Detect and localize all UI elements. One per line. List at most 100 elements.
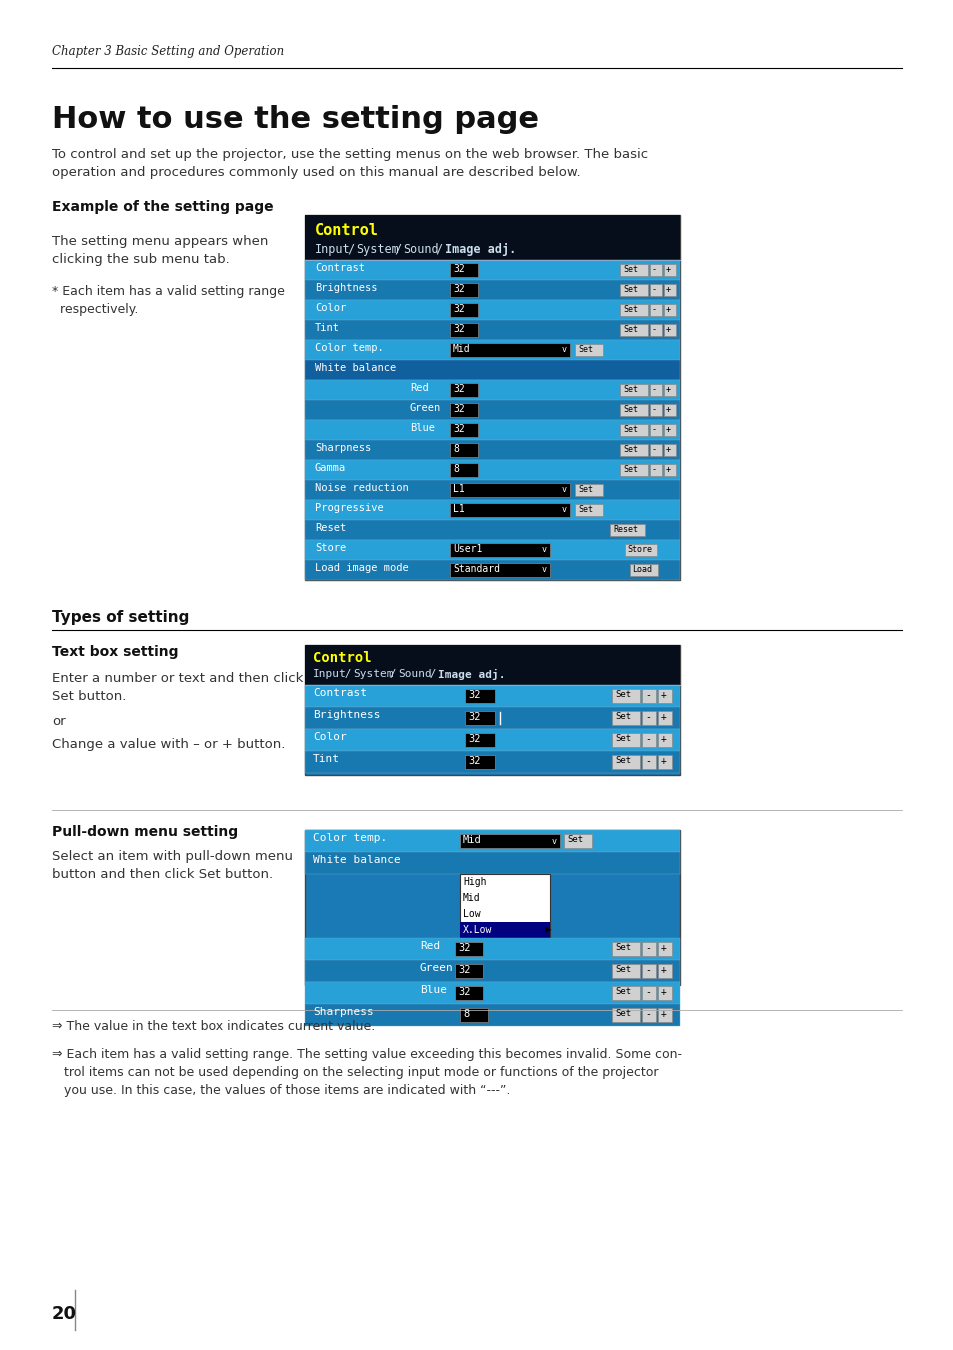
Text: Reset: Reset bbox=[613, 525, 638, 535]
Bar bbox=[649, 464, 661, 477]
Bar bbox=[464, 733, 495, 747]
Bar bbox=[455, 964, 482, 977]
Bar bbox=[563, 834, 592, 848]
Text: Load: Load bbox=[631, 566, 651, 574]
Text: -: - bbox=[644, 1008, 650, 1019]
Text: Set: Set bbox=[622, 265, 638, 274]
Bar bbox=[305, 460, 679, 481]
Text: 32: 32 bbox=[453, 383, 464, 394]
Bar bbox=[663, 464, 676, 477]
Text: Green: Green bbox=[419, 963, 454, 973]
Text: Load image mode: Load image mode bbox=[314, 563, 408, 572]
Text: 32: 32 bbox=[453, 284, 464, 294]
Bar bbox=[663, 404, 676, 416]
Bar bbox=[305, 481, 679, 500]
Bar bbox=[612, 942, 639, 956]
Text: -: - bbox=[644, 734, 650, 744]
Text: Set: Set bbox=[615, 965, 631, 973]
Text: -: - bbox=[644, 944, 650, 953]
Text: Select an item with pull-down menu
button and then click Set button.: Select an item with pull-down menu butto… bbox=[52, 850, 293, 882]
Text: Blue: Blue bbox=[410, 423, 435, 433]
Text: Color: Color bbox=[314, 302, 346, 313]
Text: Mid: Mid bbox=[453, 344, 470, 354]
Text: Set: Set bbox=[622, 385, 638, 394]
Text: +: + bbox=[660, 756, 666, 765]
Bar bbox=[305, 645, 679, 684]
Bar bbox=[641, 755, 656, 770]
Bar bbox=[305, 360, 679, 379]
Bar bbox=[450, 543, 550, 558]
Text: -: - bbox=[651, 405, 657, 414]
Text: White balance: White balance bbox=[314, 363, 395, 373]
Bar bbox=[450, 284, 477, 297]
Bar bbox=[305, 320, 679, 340]
Bar bbox=[305, 300, 679, 320]
Bar bbox=[450, 563, 550, 576]
Text: Brightness: Brightness bbox=[313, 710, 380, 720]
Text: Set: Set bbox=[615, 1008, 631, 1018]
Text: Contrast: Contrast bbox=[314, 263, 365, 273]
Text: ⇒ Each item has a valid setting range. The setting value exceeding this becomes : ⇒ Each item has a valid setting range. T… bbox=[52, 1048, 681, 1098]
Text: -: - bbox=[651, 446, 657, 454]
Text: Tint: Tint bbox=[313, 755, 339, 764]
Text: +: + bbox=[660, 711, 666, 722]
Text: +: + bbox=[660, 1008, 666, 1019]
Bar bbox=[658, 942, 671, 956]
Bar bbox=[305, 379, 679, 400]
Bar bbox=[629, 564, 658, 576]
Text: -: - bbox=[644, 711, 650, 722]
Text: +: + bbox=[665, 405, 670, 414]
Text: Contrast: Contrast bbox=[313, 688, 367, 698]
Bar bbox=[663, 424, 676, 436]
Text: 32: 32 bbox=[457, 944, 470, 953]
Text: Red: Red bbox=[419, 941, 439, 950]
Bar bbox=[619, 324, 647, 336]
Text: X.Low: X.Low bbox=[462, 925, 492, 936]
Bar bbox=[305, 830, 679, 852]
Bar bbox=[641, 688, 656, 703]
Bar bbox=[305, 520, 679, 540]
Bar bbox=[619, 464, 647, 477]
Bar bbox=[305, 440, 679, 460]
Text: Set: Set bbox=[622, 285, 638, 294]
Text: /: / bbox=[429, 243, 451, 256]
Text: Input: Input bbox=[314, 243, 351, 256]
Text: Set: Set bbox=[566, 836, 582, 844]
Text: v: v bbox=[541, 566, 546, 575]
Bar bbox=[649, 304, 661, 316]
Text: -: - bbox=[651, 385, 657, 394]
Text: /: / bbox=[337, 670, 358, 679]
Text: Text box setting: Text box setting bbox=[52, 645, 178, 659]
Bar bbox=[305, 340, 679, 360]
Bar bbox=[649, 383, 661, 396]
Bar bbox=[658, 711, 671, 725]
Bar bbox=[455, 986, 482, 1000]
Bar bbox=[612, 711, 639, 725]
Text: -: - bbox=[651, 325, 657, 333]
Text: +: + bbox=[665, 464, 670, 474]
Text: /: / bbox=[382, 670, 403, 679]
Text: Set: Set bbox=[615, 734, 631, 743]
Bar bbox=[619, 304, 647, 316]
Text: Sound: Sound bbox=[403, 243, 438, 256]
Text: Set: Set bbox=[622, 425, 638, 433]
Text: Color temp.: Color temp. bbox=[313, 833, 387, 842]
Bar bbox=[305, 645, 679, 775]
Bar bbox=[450, 343, 569, 356]
Bar bbox=[619, 383, 647, 396]
Text: 32: 32 bbox=[453, 424, 464, 433]
Bar bbox=[305, 420, 679, 440]
Bar bbox=[663, 304, 676, 316]
Text: Set: Set bbox=[622, 464, 638, 474]
Bar bbox=[649, 424, 661, 436]
Bar bbox=[450, 483, 569, 497]
Text: +: + bbox=[665, 285, 670, 294]
Bar bbox=[305, 830, 679, 986]
Text: Chapter 3 Basic Setting and Operation: Chapter 3 Basic Setting and Operation bbox=[52, 45, 284, 58]
Bar bbox=[305, 981, 679, 1004]
Text: To control and set up the projector, use the setting menus on the web browser. T: To control and set up the projector, use… bbox=[52, 148, 647, 180]
Text: Set: Set bbox=[615, 987, 631, 996]
Bar bbox=[305, 500, 679, 520]
Text: Color: Color bbox=[313, 732, 346, 742]
Text: The setting menu appears when
clicking the sub menu tab.: The setting menu appears when clicking t… bbox=[52, 235, 268, 266]
